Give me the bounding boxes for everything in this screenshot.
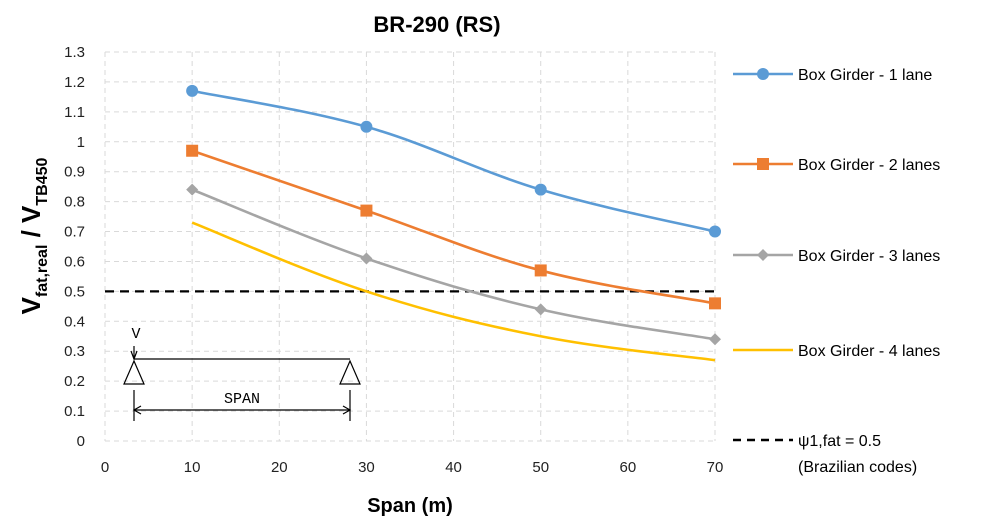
x-tick-label: 40 xyxy=(445,459,462,476)
dimension-right-arrow xyxy=(342,405,352,415)
legend-marker-3 xyxy=(757,249,769,261)
series-lines xyxy=(191,89,716,362)
y-tick-label: 1.1 xyxy=(64,104,85,121)
dimension-left-arrow xyxy=(132,405,142,415)
data-point-series-3 xyxy=(709,333,721,346)
series-markers xyxy=(186,84,721,346)
data-point-series-2 xyxy=(534,264,547,277)
data-point-series-1 xyxy=(534,183,547,196)
series-line-3 xyxy=(191,188,716,341)
x-axis-ticks: 0 10 20 30 40 50 60 70 xyxy=(101,459,724,476)
x-tick-label: 50 xyxy=(532,459,549,476)
series-line-4 xyxy=(191,221,716,362)
x-axis-label: Span (m) xyxy=(367,495,453,517)
left-support-icon xyxy=(123,359,145,385)
y-tick-label: 1 xyxy=(77,134,85,151)
schematic-v-label: V xyxy=(131,326,140,343)
data-point-series-2 xyxy=(360,204,373,217)
legend-label-4: Box Girder - 4 lanes xyxy=(798,343,940,360)
series-line-1 xyxy=(191,89,716,233)
x-tick-label: 30 xyxy=(358,459,375,476)
legend-label-2: Box Girder - 2 lanes xyxy=(798,157,940,174)
legend-label-reference-note: (Brazilian codes) xyxy=(798,459,917,476)
x-tick-label: 10 xyxy=(184,459,201,476)
y-tick-label: 0.2 xyxy=(64,373,85,390)
y-tick-label: 0.7 xyxy=(64,224,85,241)
legend-marker-2 xyxy=(757,158,769,170)
legend-label-1: Box Girder - 1 lane xyxy=(798,67,932,84)
chart-title: BR-290 (RS) xyxy=(373,12,500,37)
right-support-icon xyxy=(339,359,361,385)
legend: Box Girder - 1 lane Box Girder - 2 lanes B… xyxy=(733,67,940,476)
y-tick-label: 0.9 xyxy=(64,164,85,181)
y-tick-label: 1.2 xyxy=(64,74,85,91)
series-line-2 xyxy=(191,149,716,305)
y-tick-label: 0.3 xyxy=(64,343,85,360)
y-tick-label: 0 xyxy=(77,433,85,450)
y-axis-ticks: 0 0.1 0.2 0.3 0.4 0.5 0.6 0.7 0.8 0.9 1 1.1 1.2 1.3 xyxy=(64,44,85,450)
schematic-arrowhead xyxy=(130,350,138,361)
schematic-span-label: SPAN xyxy=(224,391,260,408)
data-point-series-3 xyxy=(360,252,373,265)
y-tick-label: 0.8 xyxy=(64,194,85,211)
y-tick-label: 0.4 xyxy=(64,313,85,330)
x-tick-label: 70 xyxy=(707,459,724,476)
legend-marker-1 xyxy=(757,68,769,80)
span-schematic: V SPAN xyxy=(123,326,361,421)
data-point-series-2 xyxy=(709,297,721,310)
data-point-series-1 xyxy=(709,225,721,238)
x-tick-label: 60 xyxy=(620,459,637,476)
data-point-series-3 xyxy=(534,303,547,316)
data-point-series-2 xyxy=(186,144,199,157)
legend-label-reference: ψ1,fat = 0.5 xyxy=(798,433,881,450)
x-tick-label: 20 xyxy=(271,459,288,476)
y-axis-label: Vfat,real / VTB450 xyxy=(16,157,51,314)
y-tick-label: 1.3 xyxy=(64,44,85,61)
y-tick-label: 0.1 xyxy=(64,403,85,420)
y-tick-label: 0.5 xyxy=(64,283,85,300)
y-tick-label: 0.6 xyxy=(64,253,85,270)
legend-label-3: Box Girder - 3 lanes xyxy=(798,248,940,265)
data-point-series-1 xyxy=(186,84,199,97)
data-point-series-1 xyxy=(360,120,373,133)
x-tick-label: 0 xyxy=(101,459,109,476)
data-point-series-3 xyxy=(186,183,199,196)
grid xyxy=(104,51,716,442)
